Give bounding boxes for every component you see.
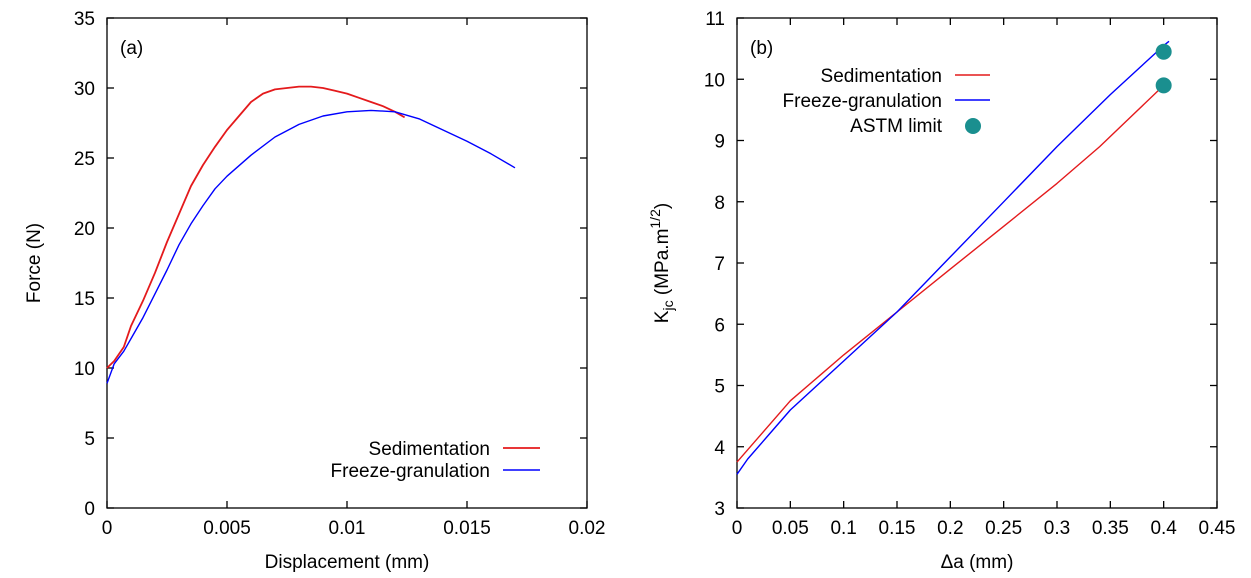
x-tick-label-a-0: 0 bbox=[102, 518, 113, 539]
series-line-a-sedimentation bbox=[106, 85, 406, 369]
y-tick-label-b-7: 10 bbox=[704, 70, 725, 91]
x-tick-label-b-3: 0.15 bbox=[879, 518, 916, 539]
y-axis-label-b: Kjc (MPa.m1/2) bbox=[647, 203, 676, 323]
legend-b: Sedimentation Freeze-granulation ASTM li… bbox=[783, 66, 990, 137]
x-axis-label-b: Δa (mm) bbox=[941, 552, 1014, 573]
y-tick-label-b-1: 4 bbox=[714, 438, 725, 459]
series-line-b-freeze-granulation bbox=[736, 40, 1170, 475]
y-axis-label-a: Force (N) bbox=[24, 223, 45, 303]
y-axis-label-b-sub: jc bbox=[660, 300, 676, 311]
series-line-a-freeze-granulation bbox=[106, 109, 516, 384]
x-tick-label-b-7: 0.35 bbox=[1092, 518, 1129, 539]
x-tick-label-b-0: 0 bbox=[732, 518, 743, 539]
marker-b-astm-limit-0 bbox=[1155, 43, 1172, 60]
y-axis-label-b-end: ) bbox=[652, 203, 673, 209]
y-tick-label-a-0: 0 bbox=[84, 499, 95, 520]
y-tick-label-b-6: 9 bbox=[714, 132, 725, 153]
axis-ticks-a: 0 0.005 0.01 0.015 0.02 0 5 10 15 20 25 30 35 bbox=[74, 9, 606, 539]
y-tick-label-b-0: 3 bbox=[714, 499, 725, 520]
y-tick-label-b-5: 8 bbox=[714, 193, 725, 214]
y-tick-label-b-4: 7 bbox=[714, 254, 725, 275]
series-line-b-sedimentation bbox=[736, 84, 1165, 463]
panel-label-b: (b) bbox=[750, 38, 773, 59]
y-tick-label-a-4: 20 bbox=[74, 219, 95, 240]
y-tick-label-a-7: 35 bbox=[74, 9, 95, 30]
y-tick-label-b-8: 11 bbox=[705, 9, 725, 30]
x-tick-label-b-8: 0.4 bbox=[1150, 518, 1177, 539]
legend-label-b-freeze-granulation: Freeze-granulation bbox=[783, 91, 942, 112]
x-tick-label-a-3: 0.015 bbox=[443, 518, 491, 539]
x-tick-label-b-9: 0.45 bbox=[1199, 518, 1236, 539]
y-axis-label-b-sup: 1/2 bbox=[647, 209, 663, 229]
marker-b-astm-limit-1 bbox=[1155, 77, 1172, 94]
series-lines-a bbox=[106, 85, 516, 384]
y-tick-label-b-2: 5 bbox=[714, 377, 725, 398]
x-tick-label-b-1: 0.05 bbox=[772, 518, 809, 539]
axis-ticks-b: 0 0.05 0.1 0.15 0.2 0.25 0.3 0.35 0.4 0.45 3 4 5 6 7 8 9… bbox=[704, 9, 1236, 539]
legend-swatch-b-astm-limit bbox=[965, 118, 981, 134]
y-axis-label-b-main: K bbox=[652, 310, 673, 323]
x-tick-label-a-4: 0.02 bbox=[569, 518, 606, 539]
x-tick-label-b-5: 0.25 bbox=[985, 518, 1022, 539]
legend-label-b-astm-limit: ASTM limit bbox=[850, 116, 943, 137]
legend-label-b-sedimentation: Sedimentation bbox=[821, 66, 942, 87]
series-lines-b bbox=[736, 40, 1172, 475]
plot-frame-a bbox=[106, 17, 588, 509]
x-tick-label-b-4: 0.2 bbox=[937, 518, 963, 539]
legend-label-a-freeze-granulation: Freeze-granulation bbox=[331, 461, 490, 482]
y-axis-label-b-rest: (MPa.m bbox=[652, 229, 673, 301]
x-tick-label-b-6: 0.3 bbox=[1044, 518, 1070, 539]
x-tick-label-b-2: 0.1 bbox=[830, 518, 856, 539]
y-tick-label-b-3: 6 bbox=[714, 315, 725, 336]
legend-label-a-sedimentation: Sedimentation bbox=[369, 439, 490, 460]
x-tick-label-a-2: 0.01 bbox=[329, 518, 366, 539]
y-tick-label-a-6: 30 bbox=[74, 79, 95, 100]
x-axis-label-a: Displacement (mm) bbox=[265, 552, 430, 573]
y-tick-label-a-5: 25 bbox=[74, 149, 95, 170]
chart-panel-b: 0 0.05 0.1 0.15 0.2 0.25 0.3 0.35 0.4 0.45 3 4 5 6 7 8 9… bbox=[647, 9, 1235, 573]
y-tick-label-a-1: 5 bbox=[84, 429, 95, 450]
legend-a: Sedimentation Freeze-granulation bbox=[331, 439, 540, 482]
y-tick-label-a-2: 10 bbox=[74, 359, 95, 380]
y-tick-label-a-3: 15 bbox=[74, 289, 95, 310]
x-tick-label-a-1: 0.005 bbox=[203, 518, 251, 539]
panel-label-a: (a) bbox=[120, 38, 143, 59]
chart-panel-a: 0 0.005 0.01 0.015 0.02 0 5 10 15 20 25 30 35 (a) Di… bbox=[24, 9, 605, 573]
